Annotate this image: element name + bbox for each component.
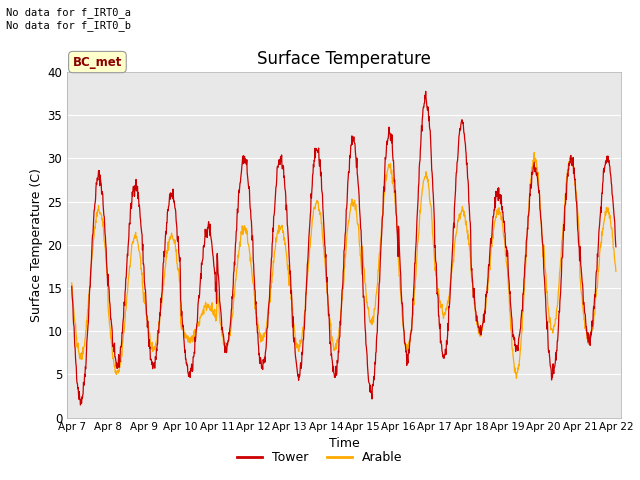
Y-axis label: Surface Temperature (C): Surface Temperature (C) (30, 168, 44, 322)
Text: BC_met: BC_met (73, 56, 122, 69)
X-axis label: Time: Time (328, 437, 360, 450)
Title: Surface Temperature: Surface Temperature (257, 49, 431, 68)
Text: No data for f_IRT0_a
No data for f_IRT0_b: No data for f_IRT0_a No data for f_IRT0_… (6, 7, 131, 31)
Legend: Tower, Arable: Tower, Arable (232, 446, 408, 469)
